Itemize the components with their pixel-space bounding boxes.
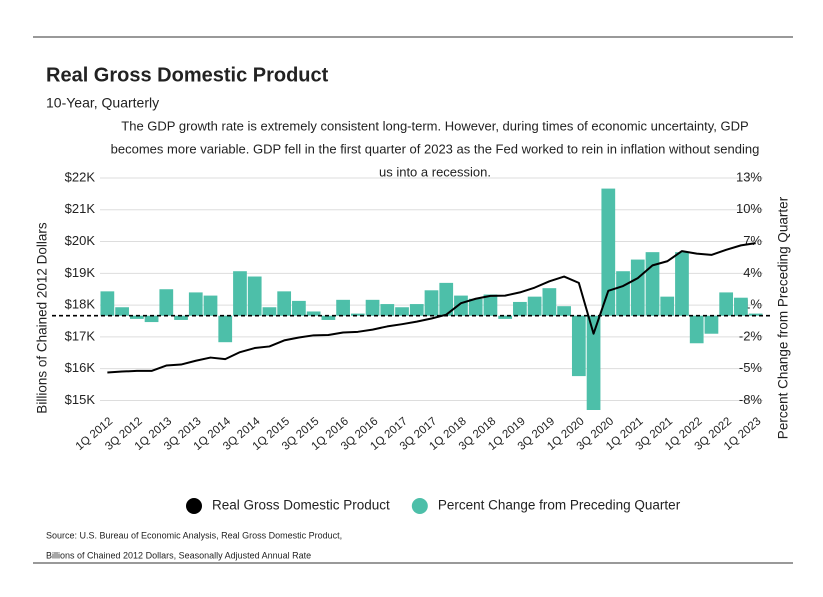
bar [174,315,188,320]
bar [660,296,675,316]
y-tick-label: $16K [65,360,96,375]
bar [498,315,513,319]
bar [689,315,704,344]
bar [292,300,306,316]
bar [218,315,233,343]
bar [483,294,498,316]
bar [409,304,424,316]
y2-tick-label: 10% [736,201,762,216]
legend-label: Real Gross Domestic Product [212,498,390,513]
legend-label: Percent Change from Preceding Quarter [438,498,681,513]
gdp-line [107,242,756,374]
bar [454,295,468,316]
bar [100,291,115,316]
bar [586,315,601,410]
source: Billions of Chained 2012 Dollars, Season… [46,550,311,560]
bar [424,290,439,316]
annotation: becomes more variable. GDP fell in the f… [111,141,760,156]
y2-tick-label: -5% [739,360,763,375]
bar [115,307,129,316]
bar [616,271,630,316]
y2-tick-label: 4% [743,265,762,280]
bar [262,307,277,316]
bar [203,295,218,316]
bar [675,252,689,316]
bar [719,292,734,316]
y-tick-label: $15K [65,392,96,407]
bar [277,291,292,316]
y2-axis-title: Percent Change from Preceding Quarter [776,196,791,439]
legend-marker [186,498,202,514]
bar [571,315,586,377]
bar [380,304,395,316]
bar [306,311,321,316]
bar [233,271,247,316]
annotation: us into a recession. [379,164,491,179]
bar [321,315,336,320]
y-tick-label: $18K [65,297,96,312]
y2-tick-label: 13% [736,169,762,184]
annotation: The GDP growth rate is extremely consist… [121,118,748,133]
legend-marker [411,498,428,514]
y2-tick-label: -2% [739,328,763,343]
bar [188,292,203,316]
bar [336,299,350,316]
y-tick-label: $22K [65,169,96,184]
bar [129,315,144,319]
bar [734,297,748,316]
bar [645,252,660,316]
bar [513,301,527,316]
chart-title: Real Gross Domestic Product [46,64,329,86]
bar [704,315,719,334]
bar [748,313,763,316]
chart-subtitle: 10-Year, Quarterly [46,95,159,111]
y-tick-label: $21K [65,201,96,216]
bar [439,282,454,316]
y-tick-label: $17K [65,328,96,343]
bar [350,313,365,316]
y2-tick-label: 1% [743,297,762,312]
y2-tick-label: 7% [743,233,762,248]
bar [468,298,483,316]
bar [159,289,174,316]
bar [247,276,262,316]
bar [601,188,616,316]
bar [144,315,159,323]
y-tick-label: $20K [65,233,96,248]
bar [542,288,557,316]
bar [527,296,542,316]
source: Source: U.S. Bureau of Economic Analysis… [46,530,342,540]
y2-tick-label: -8% [739,392,763,407]
bar [395,307,409,316]
bar [630,259,645,316]
bar [365,299,380,316]
bar [557,306,571,316]
y-axis-title: Billions of Chained 2012 Dollars [35,222,50,414]
y-tick-label: $19K [65,265,96,280]
